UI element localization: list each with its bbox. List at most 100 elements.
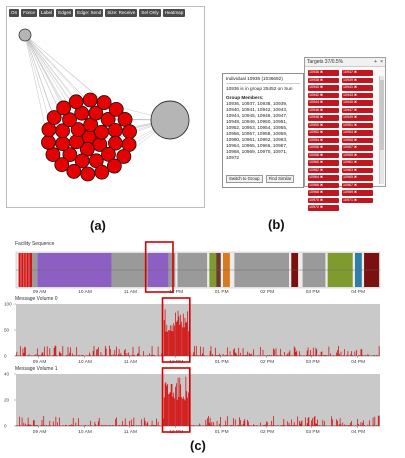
toolbar-button-size-receive[interactable]: Size: Receive xyxy=(105,9,138,17)
toolbar-button-label[interactable]: Label xyxy=(38,9,55,17)
target-tag[interactable]: 10945 ✖ xyxy=(342,100,373,106)
target-tag[interactable]: 10959 ✖ xyxy=(342,152,373,158)
time-tick-label: 03 PM xyxy=(306,359,320,365)
target-tag[interactable]: 10947 ✖ xyxy=(342,107,373,113)
target-tag[interactable]: 10960 ✖ xyxy=(308,160,339,166)
sequence-stripe xyxy=(21,253,23,287)
time-tick-label: 12 PM xyxy=(169,429,183,435)
target-tag[interactable]: 10938 ✖ xyxy=(308,77,339,83)
find-similar-button[interactable]: Find Similar xyxy=(265,175,295,183)
volume-background xyxy=(16,374,380,426)
volume-highlight xyxy=(161,297,191,363)
target-tag[interactable]: 10958 ✖ xyxy=(308,152,339,158)
target-tag[interactable]: 10971 ✖ xyxy=(342,197,373,203)
target-tag[interactable]: 10956 ✖ xyxy=(308,145,339,151)
graph-node xyxy=(88,105,104,121)
graph-edge xyxy=(24,34,102,133)
figure-label-c: (c) xyxy=(190,438,206,453)
graph-node xyxy=(82,92,98,108)
target-tag[interactable]: 10966 ✖ xyxy=(308,182,339,188)
individual-card: Individual 10936 (1036692) 10936 is in g… xyxy=(222,73,304,188)
volume-highlight xyxy=(161,367,191,433)
target-tag[interactable]: 10964 ✖ xyxy=(308,175,339,181)
target-tag[interactable]: 10942 ✖ xyxy=(308,92,339,98)
graph-toolbar: On Force Label Edges Edge: Send Size: Re… xyxy=(9,9,186,17)
graph-edge xyxy=(24,34,77,102)
time-tick-label: 11 AM xyxy=(124,429,137,435)
target-tag[interactable]: 10957 ✖ xyxy=(342,145,373,151)
targets-tag-list: 10936 ✖ 10937 ✖ 10938 ✖ 10939 ✖ 10940 ✖ 10941… xyxy=(308,70,374,211)
time-tick-label: 01 PM xyxy=(215,359,229,365)
figure-label-a: (a) xyxy=(90,218,106,233)
graph-edge xyxy=(24,34,55,118)
time-tick-label: 11 AM xyxy=(124,359,137,365)
target-tag[interactable]: 10943 ✖ xyxy=(342,92,373,98)
sequence-segment xyxy=(216,253,221,287)
time-tick-label: 12 PM xyxy=(169,289,183,295)
target-tag[interactable]: 10955 ✖ xyxy=(342,137,373,143)
target-tag[interactable]: 10972 ✖ xyxy=(308,205,339,211)
volume-series xyxy=(15,309,380,356)
time-tick-label: 03 PM xyxy=(306,429,320,435)
graph-node xyxy=(62,112,77,128)
target-tag[interactable]: 10963 ✖ xyxy=(342,167,373,173)
y-tick-label: 0 xyxy=(4,424,7,429)
toolbar-button-on[interactable]: On xyxy=(9,9,20,17)
sequence-segment xyxy=(31,253,38,287)
target-tag[interactable]: 10950 ✖ xyxy=(308,122,339,128)
target-tag[interactable]: 10961 ✖ xyxy=(342,160,373,166)
target-tag[interactable]: 10939 ✖ xyxy=(342,77,373,83)
sequence-highlight xyxy=(144,241,174,293)
graph-node xyxy=(46,110,62,125)
graph-node xyxy=(96,95,112,110)
sequence-segment xyxy=(302,253,326,287)
graph-node xyxy=(55,136,71,152)
toolbar-button-force[interactable]: Force xyxy=(21,9,37,17)
target-tag[interactable]: 10965 ✖ xyxy=(342,175,373,181)
time-tick-label: 01 PM xyxy=(215,429,229,435)
target-tag[interactable]: 10941 ✖ xyxy=(342,85,373,91)
target-tag[interactable]: 10969 ✖ xyxy=(342,190,373,196)
graph-node xyxy=(69,134,84,150)
facility-sequence-title: Facility Sequence xyxy=(15,241,55,247)
y-tick-label: 40 xyxy=(4,372,10,377)
figure-label-b: (b) xyxy=(268,217,285,232)
time-tick-label: 10 AM xyxy=(78,289,92,295)
time-tick-label: 10 AM xyxy=(78,359,92,365)
graph-panel: On Force Label Edges Edge: Send Size: Re… xyxy=(6,6,205,208)
close-icon[interactable]: × xyxy=(380,59,383,65)
toolbar-button-heatmap[interactable]: Heatmap xyxy=(162,9,186,17)
toolbar-button-edges[interactable]: Edges xyxy=(56,9,74,17)
target-tag[interactable]: 10962 ✖ xyxy=(308,167,339,173)
sequence-stripe xyxy=(24,253,26,287)
target-tag[interactable]: 10937 ✖ xyxy=(342,70,373,76)
target-tag[interactable]: 10944 ✖ xyxy=(308,100,339,106)
target-tag[interactable]: 10940 ✖ xyxy=(308,85,339,91)
target-tag[interactable]: 10953 ✖ xyxy=(342,130,373,136)
sequence-segment xyxy=(223,253,230,287)
target-tag[interactable]: 10968 ✖ xyxy=(308,190,339,196)
sequence-segment xyxy=(18,253,32,287)
target-tag[interactable]: 10951 ✖ xyxy=(342,122,373,128)
target-tag[interactable]: 10949 ✖ xyxy=(342,115,373,121)
graph-node xyxy=(101,146,116,162)
y-tick-label: 20 xyxy=(4,398,10,403)
sequence-segment xyxy=(234,253,289,287)
graph-node xyxy=(74,153,90,169)
toolbar-button-sel-only[interactable]: Sel Only xyxy=(139,9,161,17)
target-tag[interactable]: 10946 ✖ xyxy=(308,107,339,113)
target-tag[interactable]: 10936 ✖ xyxy=(308,70,339,76)
switch-to-group-button[interactable]: Switch to Group xyxy=(226,175,263,183)
network-graph[interactable] xyxy=(7,7,206,209)
targets-scrollbar[interactable] xyxy=(379,76,384,184)
sequence-segment xyxy=(364,253,380,287)
add-icon[interactable]: + xyxy=(374,59,378,65)
toolbar-button-edge-send[interactable]: Edge: Send xyxy=(75,9,104,17)
target-tag[interactable]: 10948 ✖ xyxy=(308,115,339,121)
target-tag[interactable]: 10967 ✖ xyxy=(342,182,373,188)
scrollbar-thumb[interactable] xyxy=(380,80,384,150)
sequence-segment xyxy=(354,253,362,287)
target-tag[interactable]: 10954 ✖ xyxy=(308,137,339,143)
target-tag[interactable]: 10952 ✖ xyxy=(308,130,339,136)
target-tag[interactable]: 10970 ✖ xyxy=(308,197,339,203)
